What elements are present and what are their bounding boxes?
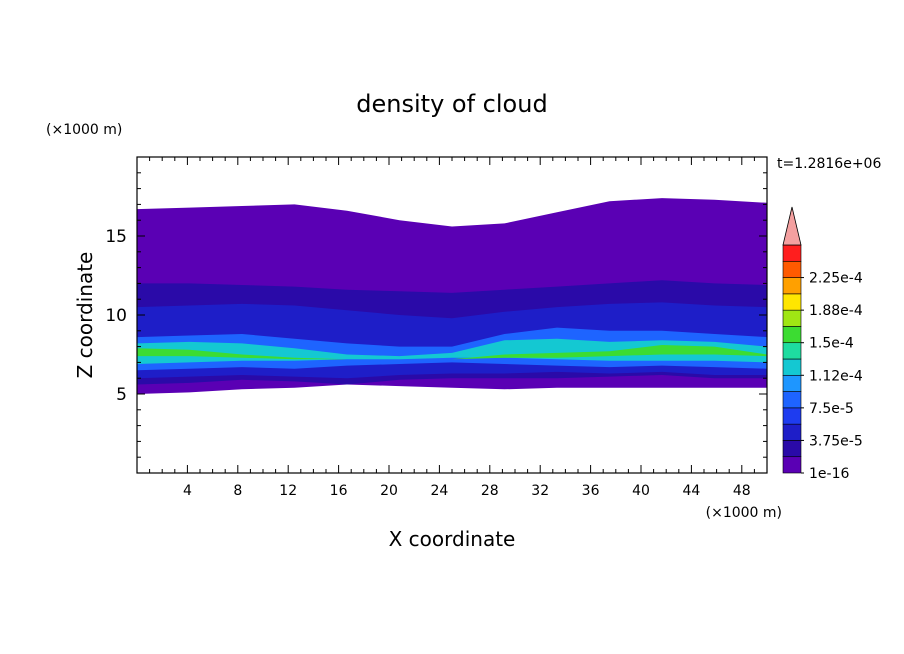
- x-tick-label: 24: [430, 483, 448, 499]
- y-tick-label: 15: [105, 227, 127, 247]
- cloud-layer-5: [137, 338, 767, 364]
- chart-title: density of cloud: [356, 90, 547, 118]
- colorbar-segment: [782, 423, 802, 441]
- colorbar-segment: [782, 358, 802, 376]
- y-axis-label: Z coordinate: [73, 252, 97, 379]
- colorbar-label: 1e-16: [809, 466, 849, 482]
- x-tick-label: 8: [233, 483, 242, 499]
- x-tick-label: 12: [279, 483, 297, 499]
- x-tick-label: 16: [330, 483, 348, 499]
- colorbar-segment: [782, 260, 802, 278]
- colorbar-segment: [782, 391, 802, 409]
- colorbar-label: 7.5e-5: [809, 401, 854, 417]
- colorbar-segment: [782, 374, 802, 392]
- colorbar: 1e-16 3.75e-5 7.5e-5 1.12e-4 1.5e-4 1.88e-4 2.…: [782, 206, 863, 482]
- colorbar-label: 1.88e-4: [809, 303, 863, 319]
- y-tick-label: 5: [116, 385, 127, 405]
- cloud-layer-6: [137, 345, 767, 360]
- x-tick-label: 40: [632, 483, 650, 499]
- colorbar-segment: [782, 244, 802, 262]
- time-label: t=1.2816e+06: [777, 156, 881, 172]
- colorbar-segment: [782, 342, 802, 360]
- colorbar-segment: [782, 407, 802, 425]
- colorbar-segment: [782, 277, 802, 295]
- x-tick-label: 20: [380, 483, 398, 499]
- x-tick-label: 44: [682, 483, 700, 499]
- colorbar-segment: [782, 309, 802, 327]
- colorbar-label: 2.25e-4: [809, 271, 863, 287]
- x-tick-label: 32: [531, 483, 549, 499]
- colorbar-label: 1.5e-4: [809, 336, 854, 352]
- x-unit-label: (×1000 m): [706, 505, 782, 521]
- y-tick-label: 10: [105, 306, 127, 326]
- colorbar-segment: [782, 440, 802, 458]
- x-tick-label: 36: [582, 483, 600, 499]
- x-tick-label: 48: [733, 483, 751, 499]
- y-unit-label: (×1000 m): [46, 122, 122, 138]
- x-tick-label: 28: [481, 483, 499, 499]
- colorbar-label: 1.12e-4: [809, 368, 863, 384]
- x-axis-label: X coordinate: [389, 527, 516, 551]
- colorbar-label: 3.75e-5: [809, 433, 863, 449]
- y-axis: 5 10 15: [105, 172, 767, 458]
- cloud-contour-layers: [137, 198, 767, 394]
- colorbar-segment: [782, 293, 802, 311]
- x-axis: 4 8 12 16 20 24 28 32 36 40 44 48: [149, 157, 755, 499]
- x-tick-label: 4: [183, 483, 192, 499]
- colorbar-segment: [782, 326, 802, 344]
- colorbar-extend-arrow: [782, 206, 802, 246]
- colorbar-segment: [782, 456, 802, 474]
